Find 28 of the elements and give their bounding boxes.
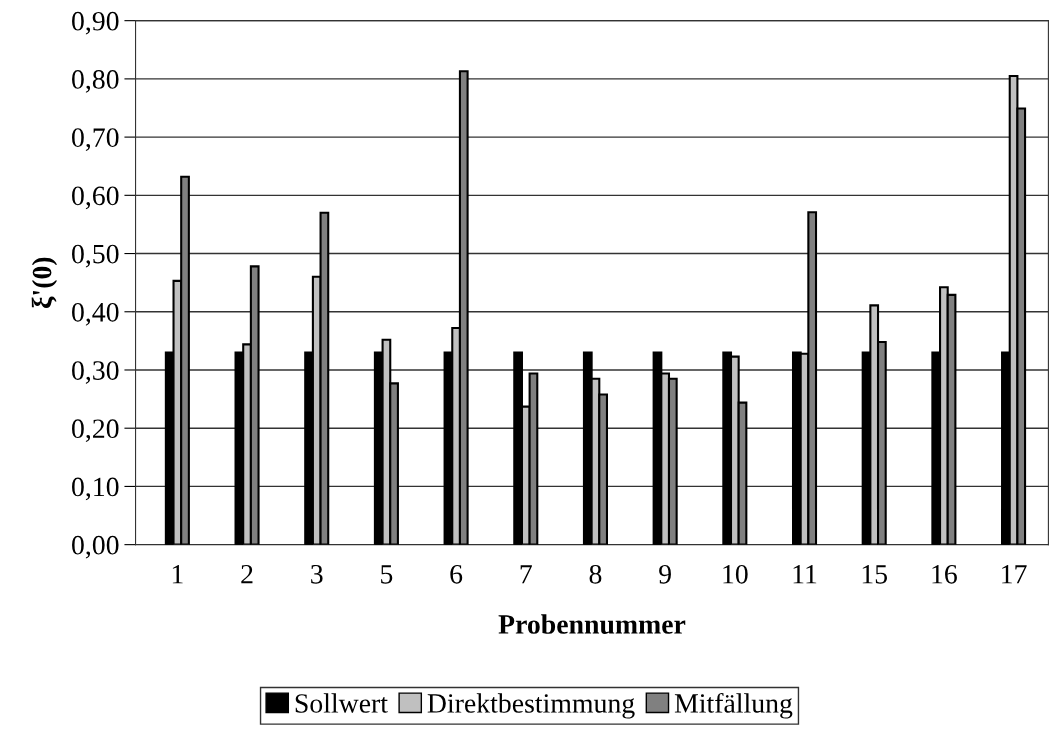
- y-tick-label: 0,00: [72, 535, 119, 559]
- x-tick-label: 8: [589, 564, 602, 584]
- y-tick-label: 0,70: [72, 128, 119, 152]
- y-tick-label: 0,50: [72, 244, 119, 268]
- x-tick-label: 11: [793, 565, 817, 584]
- legend-label: Direktbestimmung: [427, 693, 635, 719]
- y-tick-label: 0,80: [72, 70, 119, 93]
- x-tick-label: 6: [450, 564, 463, 584]
- x-tick-label: 7: [520, 565, 532, 584]
- x-tick-label: 10: [723, 564, 748, 584]
- x-tick-label: 5: [381, 565, 393, 584]
- x-tick-label: 16: [932, 564, 957, 584]
- legend-label: Mitfällung: [674, 693, 793, 719]
- y-tick-label: 0,30: [72, 361, 119, 384]
- x-tick-label: 17: [1002, 565, 1027, 584]
- x-tick-label: 1: [172, 565, 183, 584]
- legend-label: Sollwert: [295, 693, 388, 713]
- x-axis-title: Probennummer: [498, 614, 686, 634]
- y-tick-label: 0,90: [72, 11, 119, 35]
- y-tick-label: 0,60: [72, 186, 119, 210]
- x-tick-label: 2: [241, 564, 253, 584]
- x-tick-label: 15: [862, 565, 887, 584]
- y-tick-label: 0,40: [72, 302, 119, 326]
- y-tick-label: 0,10: [72, 477, 119, 501]
- y-axis-title: ξ'(0): [31, 257, 58, 308]
- x-tick-label: 9: [659, 564, 671, 584]
- y-tick-label: 0,20: [72, 419, 119, 443]
- x-tick-label: 3: [311, 564, 323, 584]
